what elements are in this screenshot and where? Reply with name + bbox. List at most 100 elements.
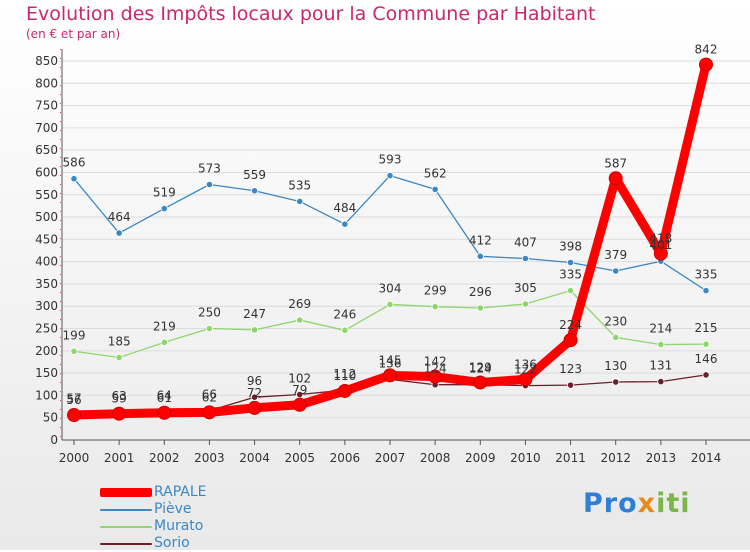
data-point-sorio: [657, 377, 665, 386]
y-tick-label: 400: [35, 255, 58, 269]
data-label-sorio: 124: [469, 362, 492, 376]
data-label-piève: 401: [649, 238, 672, 252]
logo-part-3: iti: [656, 488, 691, 519]
data-label-sorio: 102: [288, 372, 311, 386]
data-label-rapale: 59: [112, 392, 127, 406]
data-label-sorio: 112: [333, 367, 356, 381]
data-point-sorio: [612, 378, 620, 386]
data-label-sorio: 57: [66, 392, 81, 406]
legend-label: RAPALE: [154, 484, 207, 500]
data-label-rapale: 418: [649, 232, 672, 246]
legend-label: Murato: [154, 518, 204, 534]
data-point-rapale: [563, 333, 578, 348]
data-point-murato: [70, 347, 78, 355]
data-label-piève: 412: [469, 233, 492, 247]
data-point-rapale: [247, 400, 262, 415]
data-label-piève: 559: [243, 168, 266, 182]
data-point-rapale: [518, 372, 533, 387]
y-tick-label: 0: [50, 433, 58, 447]
data-label-piève: 535: [288, 178, 311, 192]
data-label-murato: 299: [424, 284, 447, 298]
data-point-sorio: [296, 390, 304, 399]
data-point-murato: [521, 300, 530, 308]
legend-swatch: [100, 543, 152, 545]
x-tick-label: 2014: [691, 451, 722, 465]
data-label-murato: 215: [695, 321, 718, 335]
data-point-murato: [566, 287, 575, 295]
data-point-murato: [296, 316, 304, 324]
data-label-rapale: 136: [514, 357, 537, 371]
data-point-rapale: [383, 368, 397, 383]
data-point-piève: [521, 254, 530, 263]
y-tick-label: 50: [43, 411, 58, 425]
legend-label: Piève: [154, 501, 192, 517]
data-point-murato: [386, 300, 394, 309]
data-label-piève: 519: [153, 186, 176, 200]
data-label-rapale: 72: [247, 386, 262, 400]
data-point-murato: [476, 304, 484, 312]
data-label-murato: 305: [514, 281, 537, 295]
data-label-murato: 246: [333, 307, 356, 321]
data-label-murato: 185: [108, 335, 131, 349]
data-label-piève: 573: [198, 162, 221, 176]
y-tick-label: 150: [35, 366, 58, 380]
data-point-rapale: [428, 369, 443, 384]
x-tick-label: 2006: [330, 451, 361, 465]
data-point-murato: [341, 326, 349, 334]
data-point-rapale: [337, 383, 352, 398]
data-label-rapale: 56: [66, 393, 81, 407]
data-label-sorio: 66: [202, 388, 217, 402]
x-tick-label: 2007: [375, 451, 406, 465]
data-label-murato: 214: [649, 322, 672, 336]
data-point-murato: [657, 340, 665, 349]
data-point-sorio: [566, 381, 575, 389]
data-label-rapale: 224: [559, 318, 582, 332]
data-label-murato: 247: [243, 307, 266, 321]
data-point-piève: [612, 267, 620, 275]
x-tick-label: 2001: [104, 451, 135, 465]
x-tick-label: 2010: [510, 451, 541, 465]
data-point-piève: [566, 258, 575, 267]
data-label-murato: 230: [604, 314, 627, 328]
y-tick-label: 700: [35, 121, 58, 135]
data-point-piève: [476, 252, 484, 260]
data-label-piève: 464: [108, 210, 131, 224]
data-label-murato: 304: [379, 281, 402, 295]
data-label-sorio: 63: [112, 389, 127, 403]
data-label-piève: 398: [559, 240, 582, 254]
data-label-piève: 484: [333, 201, 356, 215]
data-point-sorio: [250, 393, 259, 401]
data-label-rapale: 129: [469, 360, 492, 374]
data-label-sorio: 96: [247, 374, 262, 388]
data-label-rapale: 79: [292, 383, 307, 397]
data-point-sorio: [702, 371, 710, 379]
data-label-sorio: 122: [514, 363, 537, 377]
legend: RAPALE Piève Murato Sorio: [100, 484, 300, 552]
logo-part-2: x: [637, 488, 657, 519]
data-label-piève: 407: [514, 236, 537, 250]
data-label-sorio: 124: [424, 362, 447, 376]
data-point-murato: [250, 326, 259, 334]
data-point-piève: [205, 180, 214, 189]
chart-subtitle: (en € et par an): [26, 27, 121, 41]
legend-swatch: [100, 488, 152, 497]
data-point-rapale: [157, 405, 172, 420]
y-tick-label: 100: [35, 388, 58, 402]
proxiti-logo: Proxiti: [583, 488, 691, 519]
legend-item-murato: Murato: [100, 518, 300, 535]
y-tick-label: 550: [35, 188, 58, 202]
y-tick-label: 450: [35, 232, 58, 246]
data-label-sorio: 130: [604, 359, 627, 373]
data-label-sorio: 131: [649, 359, 672, 373]
data-point-piève: [115, 229, 123, 237]
data-point-rapale: [699, 57, 713, 72]
data-point-rapale: [473, 375, 488, 390]
y-tick-label: 350: [35, 277, 58, 291]
data-label-rapale: 145: [379, 353, 402, 367]
data-label-sorio: 123: [559, 362, 582, 376]
legend-item-piève: Piève: [100, 501, 300, 518]
data-point-rapale: [608, 171, 623, 186]
data-point-murato: [612, 333, 620, 342]
x-tick-label: 2003: [194, 451, 225, 465]
